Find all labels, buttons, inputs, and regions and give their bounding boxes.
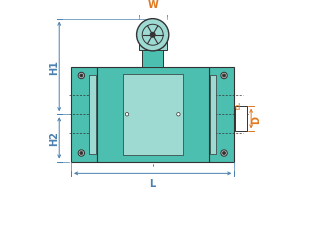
Circle shape [80, 152, 83, 155]
Circle shape [78, 73, 84, 79]
Text: d: d [235, 103, 240, 112]
Circle shape [125, 113, 129, 116]
Bar [71, 68, 97, 162]
Bar [208, 68, 234, 162]
Bar [139, 42, 167, 51]
Bar [97, 68, 208, 162]
Circle shape [221, 150, 227, 157]
Bar [89, 75, 95, 154]
Text: D: D [252, 115, 262, 123]
Bar [122, 74, 183, 155]
Circle shape [223, 75, 225, 78]
Text: H2: H2 [49, 131, 59, 146]
Bar [236, 106, 247, 132]
Circle shape [80, 75, 83, 78]
Bar [210, 75, 216, 154]
Text: H1: H1 [49, 60, 59, 75]
Circle shape [223, 152, 225, 155]
Text: L: L [149, 178, 156, 188]
Bar [142, 51, 164, 68]
Circle shape [150, 33, 155, 38]
Circle shape [221, 73, 227, 79]
Circle shape [177, 113, 180, 116]
Circle shape [78, 150, 84, 157]
Text: W: W [147, 0, 158, 9]
Circle shape [137, 20, 169, 52]
